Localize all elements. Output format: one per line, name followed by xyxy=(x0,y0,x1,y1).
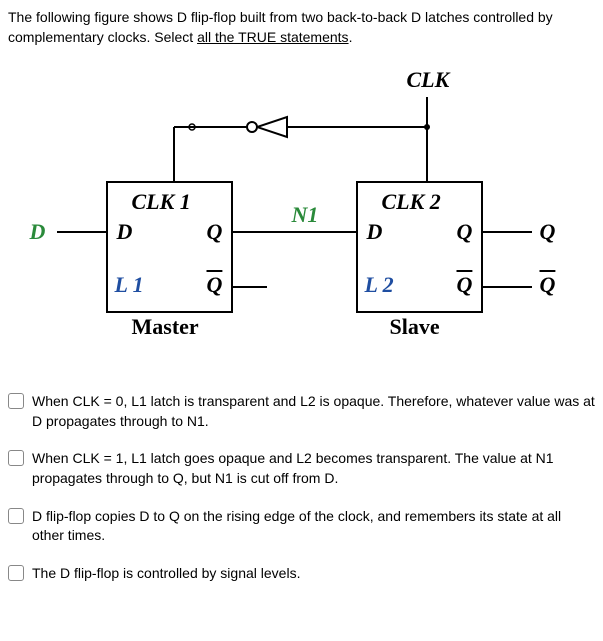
clk1-label: CLK 1 xyxy=(132,189,191,215)
question-text: The following figure shows D flip-flop b… xyxy=(8,8,595,47)
answer-text: When CLK = 0, L1 latch is transparent an… xyxy=(32,392,595,431)
q-line2a: complementary clocks. Select xyxy=(8,29,197,45)
slave-label: Slave xyxy=(390,314,440,340)
answer-option[interactable]: When CLK = 1, L1 latch goes opaque and L… xyxy=(8,449,595,488)
answer-checkbox[interactable] xyxy=(8,450,24,466)
master-d: D xyxy=(117,219,133,245)
slave-d: D xyxy=(367,219,383,245)
answer-checkbox[interactable] xyxy=(8,393,24,409)
n1-label: N1 xyxy=(292,202,319,228)
answers-group: When CLK = 0, L1 latch is transparent an… xyxy=(8,392,595,583)
q-out-label: Q xyxy=(540,219,556,245)
answer-option[interactable]: When CLK = 0, L1 latch is transparent an… xyxy=(8,392,595,431)
slave-l2: L 2 xyxy=(365,272,394,298)
answer-text: D flip-flop copies D to Q on the rising … xyxy=(32,507,595,546)
diagram: CLK CLK 1 CLK 2 D N1 D Q L 1 Q Master D … xyxy=(12,67,592,367)
answer-option[interactable]: D flip-flop copies D to Q on the rising … xyxy=(8,507,595,546)
master-l1: L 1 xyxy=(115,272,144,298)
clk-label: CLK xyxy=(407,67,450,93)
master-qbar: Q xyxy=(207,272,223,298)
q-line2b: . xyxy=(349,29,353,45)
clk2-label: CLK 2 xyxy=(382,189,441,215)
answer-text: When CLK = 1, L1 latch goes opaque and L… xyxy=(32,449,595,488)
answer-text: The D flip-flop is controlled by signal … xyxy=(32,564,300,584)
d-input-label: D xyxy=(30,219,46,245)
qbar-out-label: Q xyxy=(540,272,556,298)
slave-qbar: Q xyxy=(457,272,473,298)
master-label: Master xyxy=(132,314,199,340)
q-line2-underlined: all the TRUE statements xyxy=(197,29,348,45)
answer-checkbox[interactable] xyxy=(8,508,24,524)
q-line1: The following figure shows D flip-flop b… xyxy=(8,9,553,25)
master-q: Q xyxy=(207,219,223,245)
answer-checkbox[interactable] xyxy=(8,565,24,581)
slave-q: Q xyxy=(457,219,473,245)
answer-option[interactable]: The D flip-flop is controlled by signal … xyxy=(8,564,595,584)
